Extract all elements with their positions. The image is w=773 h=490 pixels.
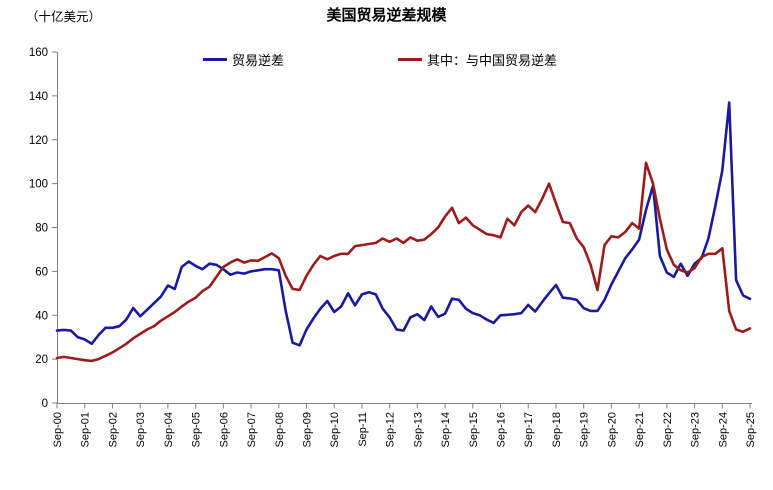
x-tick-label: Sep-16 <box>496 412 508 447</box>
x-tick-label: Sep-23 <box>690 412 702 447</box>
x-tick-label: Sep-18 <box>551 412 563 447</box>
data-series <box>55 101 752 363</box>
chart-legend: 贸易逆差 其中：与中国贸易逆差 <box>0 50 773 68</box>
axes: 0 20 40 60 80 100 120 140 160 Sep-00 Sep-01 Sep-02 S… <box>29 47 757 447</box>
x-tick-label: Sep-24 <box>717 412 729 447</box>
x-tick-label: Sep-09 <box>301 412 313 447</box>
y-tick-label: 120 <box>29 135 48 147</box>
x-tick-label: Sep-03 <box>135 412 147 447</box>
x-tick-label: Sep-06 <box>218 412 230 447</box>
legend-label-china-deficit: 其中：与中国贸易逆差 <box>427 53 558 68</box>
x-tick-label: Sep-20 <box>606 412 618 447</box>
chart-title: 美国贸易逆差规模 <box>326 7 447 24</box>
y-axis-unit-label: （十亿美元） <box>26 10 102 24</box>
x-tick-label: Sep-11 <box>357 412 369 447</box>
legend-item-total-deficit: 贸易逆差 <box>203 50 284 69</box>
x-tick-label: Sep-14 <box>440 412 452 447</box>
x-tick-label: Sep-07 <box>246 412 258 447</box>
y-tick-label: 60 <box>35 266 48 278</box>
x-tick-label: Sep-13 <box>412 412 424 447</box>
x-tick-label: Sep-10 <box>329 412 341 447</box>
legend-item-china-deficit: 其中：与中国贸易逆差 <box>398 50 557 69</box>
legend-swatch-total-deficit-icon <box>203 57 227 62</box>
x-tick-label: Sep-25 <box>745 412 757 447</box>
x-tick-label: Sep-04 <box>163 412 175 447</box>
y-tick-label: 140 <box>29 91 48 103</box>
legend-label-total-deficit: 贸易逆差 <box>232 53 285 68</box>
y-tick-label: 40 <box>35 310 48 322</box>
series-china-deficit-line <box>55 161 752 363</box>
x-tick-label: Sep-22 <box>662 412 674 447</box>
x-tick-label: Sep-12 <box>385 412 397 447</box>
legend-swatch-china-deficit-icon <box>398 57 422 62</box>
y-tick-label: 20 <box>35 354 48 366</box>
y-tick-label: 0 <box>42 398 48 410</box>
x-tick-label: Sep-19 <box>579 412 591 447</box>
x-tick-label: Sep-21 <box>634 412 646 447</box>
y-tick-label: 160 <box>29 47 48 59</box>
x-tick-label: Sep-05 <box>191 412 203 447</box>
x-tick-label: Sep-01 <box>80 412 92 447</box>
x-tick-label: Sep-02 <box>107 412 119 447</box>
y-tick-label: 100 <box>29 179 48 191</box>
x-tick-label: Sep-00 <box>52 412 64 447</box>
x-tick-label: Sep-17 <box>523 412 535 447</box>
y-tick-label: 80 <box>35 223 48 235</box>
x-tick-label: Sep-08 <box>274 412 286 447</box>
x-tick-label: Sep-15 <box>468 412 480 447</box>
series-total-deficit-line <box>55 101 752 347</box>
